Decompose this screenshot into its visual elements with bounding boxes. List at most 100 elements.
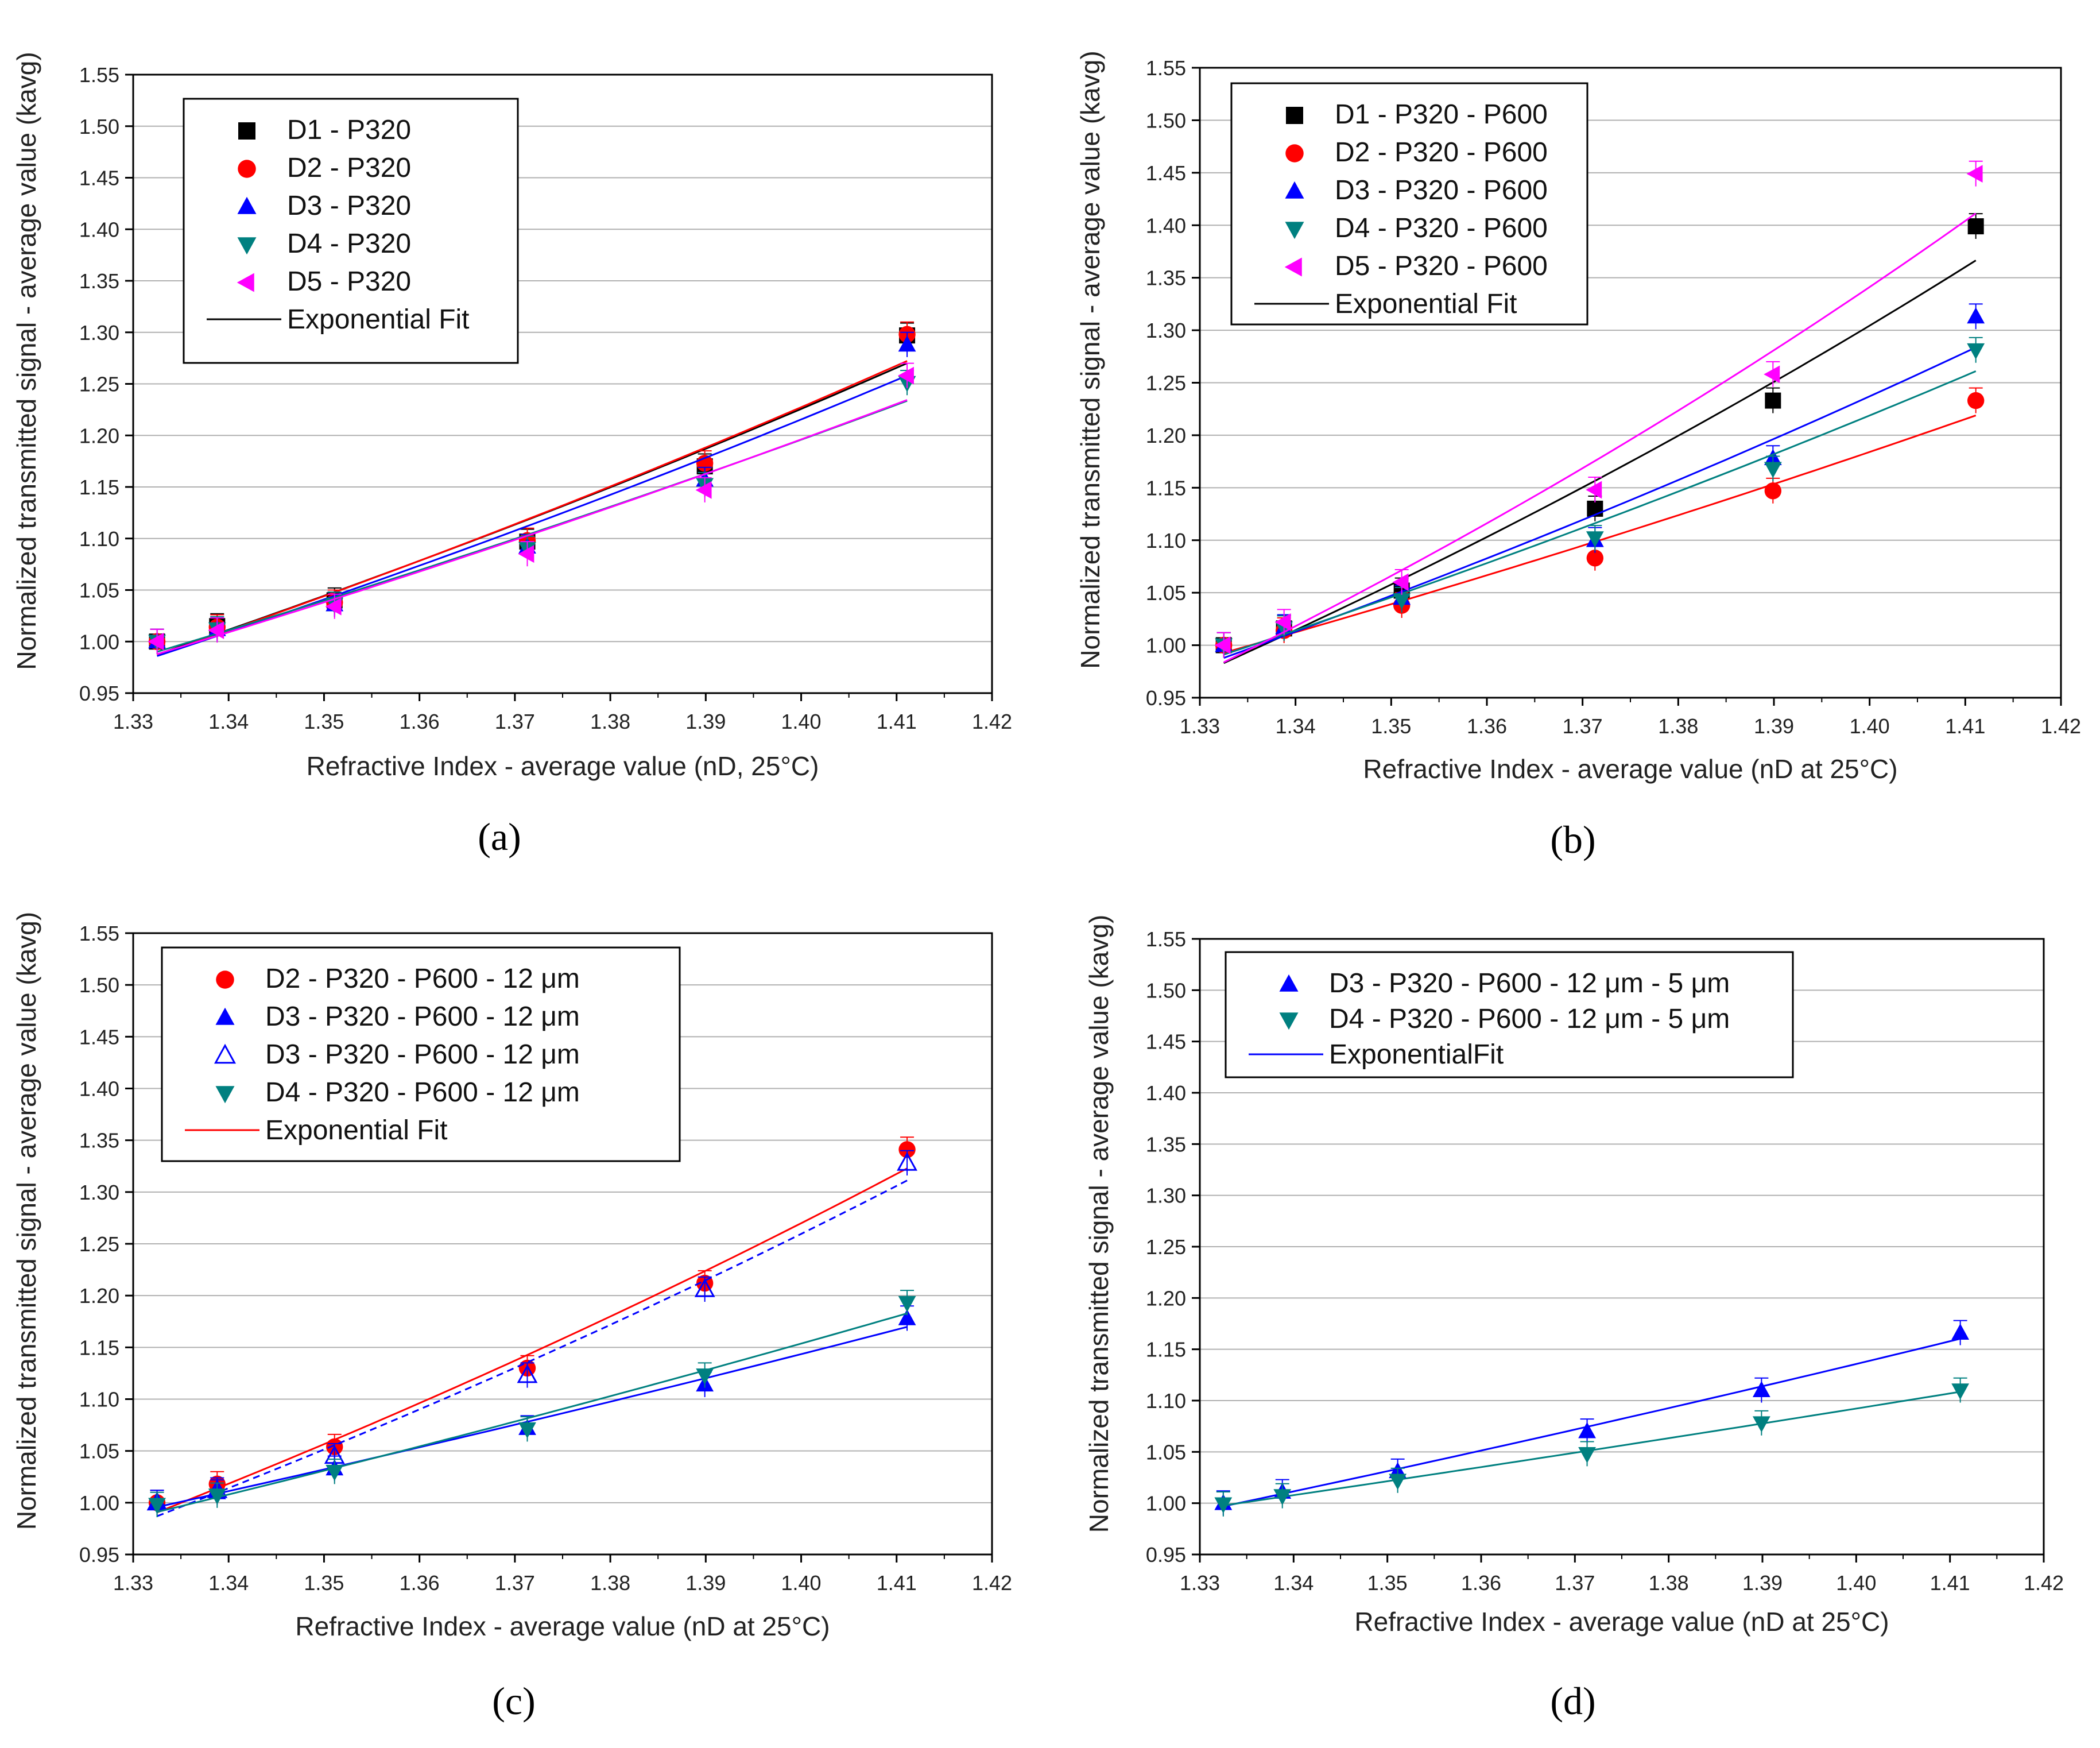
legend-marker bbox=[237, 273, 254, 292]
series-2 bbox=[1215, 303, 1985, 659]
y-tick-label: 1.25 bbox=[79, 373, 119, 396]
data-point bbox=[1764, 482, 1782, 500]
data-point bbox=[1752, 1416, 1770, 1433]
x-tick-label: 1.39 bbox=[1754, 714, 1794, 738]
y-tick-label: 1.00 bbox=[79, 630, 119, 653]
series-4 bbox=[148, 362, 915, 655]
fit-curve bbox=[1223, 1337, 1960, 1507]
y-tick-label: 1.55 bbox=[1146, 56, 1186, 80]
x-tick-label: 1.42 bbox=[972, 1571, 1012, 1595]
legend-marker bbox=[1279, 1012, 1299, 1030]
y-tick-label: 1.30 bbox=[1146, 1184, 1186, 1208]
x-tick-label: 1.41 bbox=[877, 710, 917, 733]
legend-label: D4 - P320 - P600 - 12 μm - 5 μm bbox=[1329, 1004, 1730, 1034]
panel-label: (d) bbox=[1550, 1679, 1595, 1723]
x-tick-label: 1.34 bbox=[1276, 714, 1316, 738]
data-point bbox=[1586, 550, 1604, 567]
x-tick-label: 1.34 bbox=[1273, 1571, 1314, 1595]
legend-box bbox=[1225, 951, 1794, 1078]
x-tick-label: 1.33 bbox=[1180, 1571, 1220, 1595]
legend-marker bbox=[237, 237, 257, 255]
x-tick-label: 1.42 bbox=[2024, 1571, 2064, 1595]
y-tick-label: 1.00 bbox=[1146, 634, 1186, 658]
x-tick-label: 1.42 bbox=[972, 710, 1012, 733]
data-point bbox=[1578, 1447, 1596, 1464]
data-point bbox=[1765, 392, 1781, 409]
legend-marker bbox=[215, 1007, 235, 1025]
data-point bbox=[1273, 1489, 1292, 1506]
legend-marker bbox=[1285, 222, 1304, 239]
x-tick-label: 1.41 bbox=[1930, 1571, 1970, 1595]
y-tick-label: 1.35 bbox=[79, 1129, 119, 1153]
x-tick-label: 1.38 bbox=[590, 710, 630, 733]
y-tick-label: 1.25 bbox=[1146, 372, 1186, 395]
fit-curve bbox=[157, 1179, 908, 1517]
y-tick-label: 1.15 bbox=[79, 475, 119, 499]
y-tick-label: 1.45 bbox=[1146, 161, 1186, 185]
series-1 bbox=[148, 321, 916, 656]
data-point bbox=[1752, 1381, 1770, 1398]
data-point bbox=[1586, 481, 1602, 499]
fit-curve bbox=[157, 1326, 908, 1508]
y-tick-label: 1.20 bbox=[79, 424, 119, 447]
legend-label: D3 - P320 - P600 - 12 μm bbox=[265, 1039, 580, 1070]
legend-marker bbox=[1284, 257, 1302, 277]
x-tick-label: 1.40 bbox=[1850, 714, 1890, 738]
data-point bbox=[517, 1364, 538, 1383]
data-point bbox=[897, 366, 914, 385]
series-2 bbox=[148, 331, 916, 657]
panel-label: (a) bbox=[478, 815, 521, 858]
legend-label: D4 - P320 bbox=[287, 229, 411, 259]
y-tick-label: 1.40 bbox=[1146, 1081, 1186, 1105]
series-4 bbox=[1214, 160, 1983, 663]
y-tick-label: 1.30 bbox=[79, 321, 119, 345]
x-axis-title: Refractive Index - average value (nD at … bbox=[295, 1611, 830, 1641]
fit-curve bbox=[1223, 370, 1977, 656]
data-point bbox=[898, 1295, 916, 1312]
x-tick-label: 1.40 bbox=[781, 1571, 822, 1595]
data-point bbox=[898, 335, 916, 352]
legend: D1 - P320 D2 - P320 D3 - P320 D4 - P320 D5 -… bbox=[183, 98, 519, 364]
chart-panel-b: 1.33 1.34 1.35 1.36 1.37 1.38 1.39 1.40 1.41 1.42… bbox=[1075, 51, 2081, 861]
y-tick-label: 1.45 bbox=[1146, 1030, 1186, 1054]
data-point bbox=[1586, 531, 1604, 548]
y-tick-label: 1.05 bbox=[1146, 581, 1186, 605]
legend-label: D1 - P320 - P600 bbox=[1335, 99, 1548, 130]
legend-marker bbox=[1286, 107, 1303, 124]
legend: D1 - P320 - P600 D2 - P320 - P600 D3 - P32… bbox=[1230, 82, 1588, 326]
y-tick-label: 1.10 bbox=[1146, 1389, 1186, 1413]
series-3 bbox=[148, 1290, 916, 1518]
x-tick-label: 1.34 bbox=[208, 1571, 249, 1595]
y-tick-label: 1.20 bbox=[79, 1284, 119, 1308]
y-tick-label: 1.35 bbox=[1146, 266, 1186, 290]
x-tick-label: 1.40 bbox=[1836, 1571, 1876, 1595]
data-point bbox=[1578, 1422, 1596, 1438]
y-tick-label: 0.95 bbox=[79, 1543, 119, 1567]
series-0 bbox=[149, 322, 916, 656]
x-tick-label: 1.37 bbox=[495, 710, 535, 733]
y-tick-label: 1.55 bbox=[79, 922, 119, 945]
x-tick-label: 1.38 bbox=[590, 1571, 630, 1595]
fit-curve bbox=[1223, 212, 1977, 663]
data-point bbox=[518, 1422, 536, 1438]
data-point bbox=[1966, 165, 1983, 183]
y-tick-label: 1.05 bbox=[79, 1440, 119, 1463]
data-point bbox=[1764, 365, 1780, 384]
fit-curve bbox=[157, 400, 908, 653]
x-tick-label: 1.36 bbox=[400, 710, 440, 733]
fit-curve bbox=[157, 399, 908, 655]
legend-marker bbox=[1279, 974, 1299, 992]
x-axis-title: Refractive Index - average value (nD at … bbox=[1363, 754, 1897, 784]
y-tick-label: 1.05 bbox=[79, 579, 119, 602]
y-tick-label: 1.35 bbox=[79, 269, 119, 293]
x-tick-label: 1.42 bbox=[2041, 714, 2081, 738]
legend-marker bbox=[238, 160, 256, 178]
x-tick-label: 1.39 bbox=[1742, 1571, 1783, 1595]
data-point bbox=[518, 545, 534, 563]
x-tick-label: 1.36 bbox=[1461, 1571, 1501, 1595]
data-point bbox=[148, 632, 164, 651]
data-point bbox=[897, 1152, 917, 1171]
legend-marker bbox=[1285, 181, 1304, 199]
legend-label: D2 - P320 bbox=[287, 153, 411, 183]
data-point bbox=[898, 1141, 916, 1158]
